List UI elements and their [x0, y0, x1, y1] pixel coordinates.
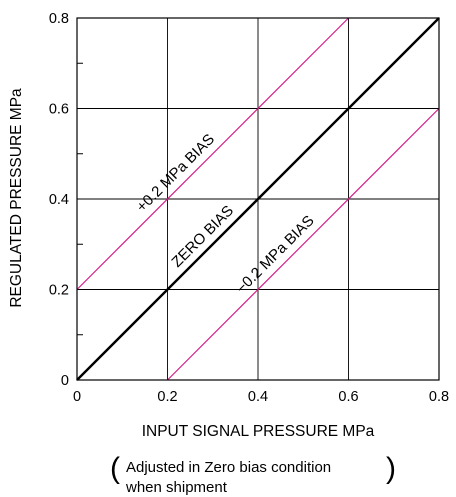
x-tick-label: 0.2	[157, 389, 177, 405]
note-line-2: when shipment	[125, 479, 228, 496]
y-tick-label: 0.6	[49, 102, 69, 118]
y-axis-label: REGULATED PRESSURE MPa	[8, 88, 25, 308]
minus-bias-line	[167, 108, 440, 381]
note-line-1: Adjusted in Zero bias condition	[126, 459, 331, 476]
y-tick-label: 0.2	[49, 283, 69, 299]
y-tick-label: 0	[61, 373, 69, 389]
x-tick-label: 0.8	[429, 389, 449, 405]
x-axis-label: INPUT SIGNAL PRESSURE MPa	[142, 423, 375, 440]
note-left-brace: (	[110, 452, 120, 485]
series-lines	[76, 17, 440, 381]
plus-bias-line	[76, 17, 349, 290]
x-tick-label: 0	[73, 389, 81, 405]
axis-ticks: 0 0.2 0.4 0.6 0.8 0 0.2 0.4 0.6 0.8	[49, 11, 449, 405]
y-tick-label: 0.8	[49, 11, 69, 27]
zero-bias-line	[76, 17, 440, 381]
plot-frame	[76, 17, 440, 381]
note-right-brace: )	[386, 452, 396, 485]
zero-bias-label: ZERO BIAS	[168, 202, 237, 271]
shipment-note: ( ) Adjusted in Zero bias condition when…	[110, 452, 396, 496]
plus-bias-label: +0.2 MPa BIAS	[133, 131, 218, 216]
x-tick-label: 0.4	[248, 389, 268, 405]
y-tick-label: 0.4	[49, 192, 69, 208]
minus-bias-label: −0.2 MPa BIAS	[233, 212, 318, 297]
x-tick-label: 0.6	[338, 389, 358, 405]
